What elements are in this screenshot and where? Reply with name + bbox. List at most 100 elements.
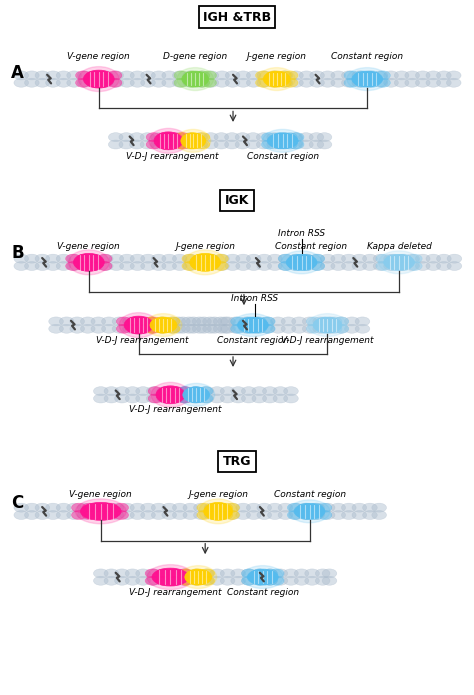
Ellipse shape — [161, 133, 176, 142]
Ellipse shape — [246, 133, 260, 142]
Ellipse shape — [157, 133, 172, 142]
Ellipse shape — [225, 511, 240, 519]
Ellipse shape — [155, 325, 169, 334]
Ellipse shape — [220, 394, 235, 403]
Ellipse shape — [112, 325, 127, 334]
Ellipse shape — [334, 317, 349, 326]
Ellipse shape — [221, 317, 236, 326]
Ellipse shape — [289, 71, 303, 80]
Text: J-gene region: J-gene region — [175, 242, 235, 251]
Ellipse shape — [25, 511, 39, 519]
Text: V-gene region: V-gene region — [69, 490, 132, 499]
Ellipse shape — [129, 140, 144, 149]
Ellipse shape — [305, 576, 319, 585]
Ellipse shape — [130, 261, 145, 270]
Ellipse shape — [195, 140, 210, 149]
Ellipse shape — [148, 386, 163, 395]
Ellipse shape — [193, 503, 208, 512]
Ellipse shape — [300, 261, 314, 270]
Ellipse shape — [363, 71, 377, 80]
Ellipse shape — [156, 569, 170, 578]
Ellipse shape — [141, 261, 155, 270]
Ellipse shape — [125, 386, 140, 395]
Ellipse shape — [225, 71, 240, 80]
Ellipse shape — [141, 503, 155, 512]
Ellipse shape — [294, 576, 309, 585]
Ellipse shape — [97, 71, 111, 80]
Ellipse shape — [289, 254, 304, 263]
Ellipse shape — [271, 317, 285, 326]
Ellipse shape — [35, 261, 50, 270]
Ellipse shape — [437, 71, 451, 80]
Ellipse shape — [289, 261, 304, 270]
Ellipse shape — [278, 79, 293, 88]
Ellipse shape — [109, 140, 123, 149]
Ellipse shape — [25, 254, 39, 263]
Ellipse shape — [75, 499, 126, 524]
Ellipse shape — [323, 325, 338, 334]
Ellipse shape — [246, 140, 260, 149]
Ellipse shape — [334, 325, 349, 334]
Ellipse shape — [183, 79, 198, 88]
Ellipse shape — [151, 133, 165, 142]
Ellipse shape — [183, 503, 198, 512]
Ellipse shape — [255, 79, 270, 88]
Ellipse shape — [207, 325, 222, 334]
Ellipse shape — [151, 511, 166, 519]
Ellipse shape — [200, 576, 215, 585]
Ellipse shape — [426, 254, 441, 263]
Ellipse shape — [267, 511, 282, 519]
Ellipse shape — [246, 261, 261, 270]
Ellipse shape — [246, 71, 261, 80]
Ellipse shape — [320, 254, 335, 263]
Ellipse shape — [257, 254, 272, 263]
Ellipse shape — [294, 503, 325, 519]
Ellipse shape — [136, 394, 150, 403]
Ellipse shape — [190, 254, 220, 271]
Ellipse shape — [86, 79, 101, 88]
Ellipse shape — [317, 317, 331, 326]
Ellipse shape — [352, 71, 383, 87]
Ellipse shape — [151, 261, 166, 270]
Ellipse shape — [341, 511, 356, 519]
Ellipse shape — [77, 71, 92, 80]
Ellipse shape — [237, 317, 268, 333]
Ellipse shape — [215, 511, 229, 519]
Ellipse shape — [249, 317, 264, 326]
Ellipse shape — [151, 71, 166, 80]
Ellipse shape — [288, 140, 303, 149]
Ellipse shape — [46, 71, 60, 80]
Ellipse shape — [278, 71, 293, 80]
Ellipse shape — [75, 71, 90, 80]
Ellipse shape — [334, 325, 349, 334]
Ellipse shape — [156, 576, 170, 585]
Ellipse shape — [273, 394, 288, 403]
Ellipse shape — [246, 503, 261, 512]
Text: V-gene region: V-gene region — [67, 51, 130, 60]
Ellipse shape — [236, 261, 250, 270]
Text: TRG: TRG — [223, 455, 251, 468]
Ellipse shape — [261, 325, 275, 334]
Ellipse shape — [136, 576, 150, 585]
Ellipse shape — [405, 79, 419, 88]
Text: Kappa deleted: Kappa deleted — [366, 242, 431, 251]
Ellipse shape — [379, 251, 419, 274]
Ellipse shape — [306, 317, 321, 326]
Ellipse shape — [119, 511, 134, 519]
Ellipse shape — [91, 317, 106, 326]
Ellipse shape — [183, 261, 198, 270]
Ellipse shape — [35, 71, 50, 80]
Ellipse shape — [130, 511, 145, 519]
Ellipse shape — [283, 394, 298, 403]
Ellipse shape — [174, 71, 189, 80]
Ellipse shape — [179, 576, 194, 585]
Ellipse shape — [116, 325, 131, 334]
Ellipse shape — [225, 511, 239, 519]
Ellipse shape — [363, 261, 377, 270]
Ellipse shape — [352, 261, 367, 270]
Ellipse shape — [289, 503, 303, 512]
Ellipse shape — [426, 79, 441, 88]
Ellipse shape — [267, 71, 282, 80]
Ellipse shape — [257, 71, 272, 80]
Ellipse shape — [298, 511, 312, 519]
